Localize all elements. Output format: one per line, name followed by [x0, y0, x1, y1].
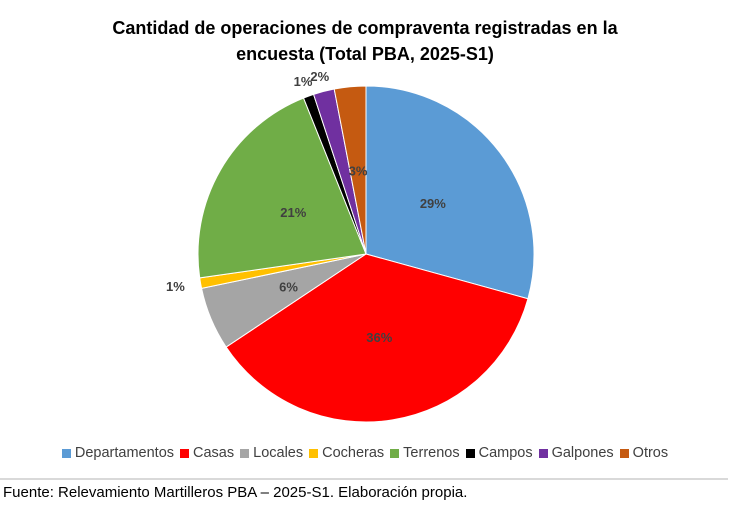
data-label-galpones: 2%	[310, 69, 329, 84]
legend-swatch	[180, 448, 190, 458]
legend-label: Locales	[253, 445, 304, 461]
pie-chart: 29%36%6%1%21%1%2%3%	[166, 69, 535, 423]
chart-title-line-1: Cantidad de operaciones de compraventa r…	[112, 18, 618, 38]
legend-swatch	[61, 448, 71, 458]
source-note: Fuente: Relevamiento Martilleros PBA – 2…	[3, 484, 468, 501]
legend-label: Departamentos	[74, 445, 175, 461]
chart-area	[0, 478, 728, 480]
pie-slice-casas	[225, 253, 529, 423]
data-label-cocheras: 1%	[166, 279, 185, 294]
legend-item-otros: Otros	[619, 445, 669, 461]
legend-item-locales: Locales	[240, 445, 303, 461]
data-label-departamentos: 29%	[420, 196, 446, 211]
legend-item-cocheras: Cocheras	[309, 445, 384, 461]
pie-slice-departamentos	[365, 85, 535, 300]
legend-swatch	[465, 448, 475, 458]
legend-item-casas: Casas	[180, 445, 234, 461]
data-label-locales: 6%	[279, 279, 298, 294]
legend-swatch	[619, 448, 629, 458]
legend-label: Casas	[193, 445, 235, 461]
chart-title-line-2: encuesta (Total PBA, 2025-S1)	[236, 44, 494, 64]
legend: Departamentos Casas Locales Cocheras Terreno…	[0, 445, 730, 461]
legend-label: Galpones	[551, 445, 614, 461]
legend-item-terrenos: Terrenos	[390, 445, 460, 461]
legend-swatch	[390, 448, 400, 458]
legend-item-galpones: Galpones	[538, 445, 614, 461]
legend-swatch	[309, 448, 319, 458]
data-label-casas: 36%	[366, 330, 392, 345]
legend-label: Otros	[632, 445, 669, 461]
legend-label: Terrenos	[403, 445, 460, 461]
legend-item-departamentos: Departamentos	[61, 445, 175, 461]
data-label-terrenos: 21%	[280, 205, 306, 220]
legend-label: Cocheras	[322, 445, 385, 461]
legend-item-campos: Campos	[465, 445, 533, 461]
legend-swatch	[240, 448, 250, 458]
data-label-otros: 3%	[349, 163, 368, 178]
pie-slice-otros	[333, 85, 367, 255]
data-label-campos: 1%	[294, 74, 313, 89]
legend-swatch	[538, 448, 548, 458]
pie-slice-terrenos	[197, 97, 367, 279]
legend-label: Campos	[478, 445, 533, 461]
